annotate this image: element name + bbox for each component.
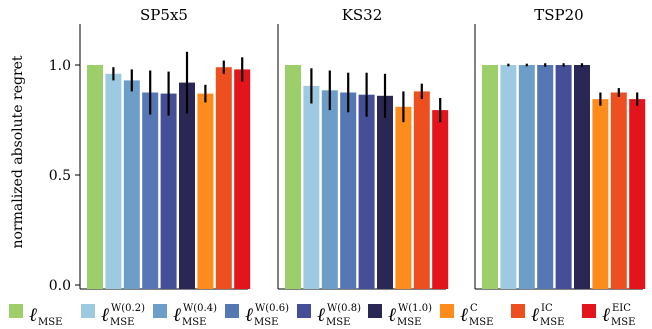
- legend-subscript: MSE: [397, 317, 421, 328]
- legend-symbol: ℓ: [101, 304, 109, 326]
- bar: [500, 65, 517, 289]
- legend-symbol: ℓ: [602, 304, 610, 326]
- bar: [537, 65, 554, 289]
- bar: [142, 92, 159, 289]
- bar: [555, 65, 572, 289]
- legend-symbol: ℓ: [388, 304, 396, 326]
- legend-superscript: W(0.4): [183, 303, 217, 314]
- legend-superscript: W(0.2): [111, 303, 145, 314]
- y-axis-label: normalized absolute regret: [10, 55, 26, 248]
- bar: [395, 106, 412, 289]
- legend-swatch: [9, 304, 23, 318]
- legend-symbol: ℓ: [317, 304, 325, 326]
- legend-subscript: MSE: [110, 317, 134, 328]
- y-tick-label: 0.5: [49, 168, 71, 184]
- bar: [340, 92, 357, 289]
- bar: [610, 92, 627, 289]
- legend-subscript: MSE: [540, 317, 564, 328]
- legend-item: ℓ MSE W(0.4): [153, 303, 217, 328]
- bar: [179, 82, 195, 289]
- bar: [629, 99, 646, 289]
- legend-swatch: [582, 304, 596, 318]
- legend-superscript: EIC: [612, 303, 631, 314]
- legend-subscript: MSE: [469, 317, 493, 328]
- y-tick-label: 1.0: [49, 58, 71, 74]
- y-tick-label: 0.0: [49, 278, 71, 294]
- panel-title: TSP20: [534, 6, 583, 24]
- bar: [432, 110, 449, 289]
- legend-item: ℓ MSE W(0.2): [81, 303, 145, 328]
- panel-title: SP5x5: [140, 6, 188, 24]
- legend-superscript: W(1.0): [398, 303, 432, 314]
- bar: [160, 93, 177, 289]
- bar: [321, 90, 338, 289]
- legend-swatch: [368, 304, 382, 318]
- legend-subscript: MSE: [254, 317, 278, 328]
- legend-superscript: W(0.6): [255, 303, 289, 314]
- panel-title: KS32: [342, 6, 383, 24]
- legend-subscript: MSE: [38, 317, 62, 328]
- legend-item: ℓ MSE W(0.8): [297, 303, 361, 328]
- legend-item: ℓ MSE: [9, 304, 62, 328]
- legend-item: ℓ MSE W(0.6): [225, 303, 289, 328]
- bar: [197, 93, 214, 289]
- legend-subscript: MSE: [611, 317, 635, 328]
- bar: [592, 99, 609, 289]
- legend-item: ℓ MSE EIC: [582, 303, 635, 328]
- bar: [377, 95, 393, 289]
- legend-subscript: MSE: [182, 317, 206, 328]
- legend-symbol: ℓ: [531, 304, 539, 326]
- legend-swatch: [297, 304, 311, 318]
- panel-0: SP5x5 0.0 0.5 1.0: [49, 6, 251, 294]
- bar: [358, 94, 375, 289]
- bar: [215, 67, 232, 289]
- bar: [105, 73, 122, 289]
- bar: [574, 65, 590, 289]
- bar: [123, 80, 140, 290]
- panel-1: KS32: [277, 6, 449, 290]
- bar: [482, 65, 498, 289]
- legend-item: ℓ MSE W(1.0): [368, 303, 432, 328]
- legend-symbol: ℓ: [29, 304, 37, 326]
- legend-symbol: ℓ: [173, 304, 181, 326]
- panel-2: TSP20: [474, 6, 646, 290]
- bar: [413, 91, 430, 290]
- legend-swatch: [153, 304, 167, 318]
- legend-swatch: [440, 304, 454, 318]
- bar: [303, 85, 320, 290]
- legend-subscript: MSE: [326, 317, 350, 328]
- legend-item: ℓ MSE C: [440, 303, 493, 328]
- bar: [285, 65, 301, 289]
- legend-swatch: [511, 304, 525, 318]
- bar: [87, 65, 103, 289]
- legend-superscript: W(0.8): [327, 303, 361, 314]
- legend-superscript: C: [470, 303, 478, 314]
- bar: [518, 65, 535, 289]
- legend-item: ℓ MSE IC: [511, 303, 564, 328]
- legend-superscript: IC: [541, 303, 553, 314]
- legend-swatch: [225, 304, 239, 318]
- bar: [234, 69, 251, 290]
- legend-symbol: ℓ: [460, 304, 468, 326]
- panels: SP5x5 0.0 0.5 1.0 KS32 TSP20: [49, 6, 646, 294]
- legend-symbol: ℓ: [245, 304, 253, 326]
- legend-swatch: [81, 304, 95, 318]
